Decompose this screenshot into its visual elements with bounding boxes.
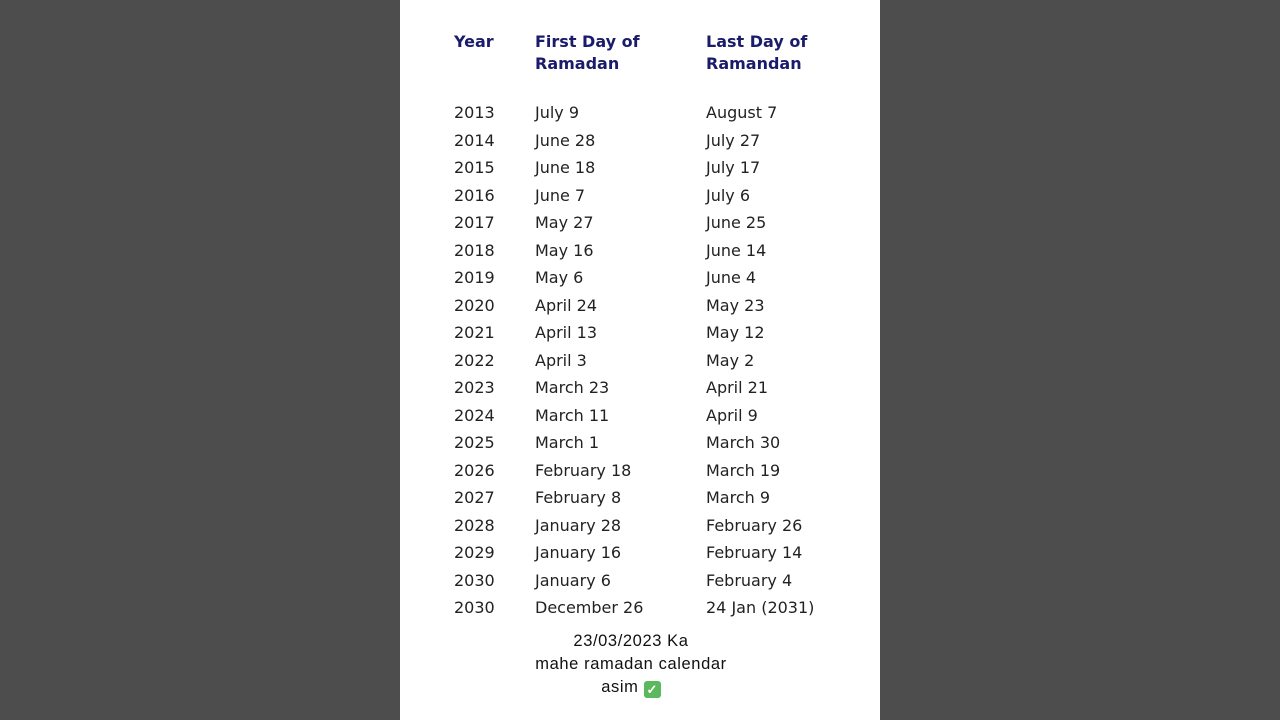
year-cell: 2015 — [454, 158, 495, 177]
year-cell: 2018 — [454, 240, 495, 260]
last-day-cell: 24 Jan (2031) — [706, 598, 815, 617]
last-day-cell: February 26 — [706, 515, 803, 535]
year-cell: 2016 — [454, 185, 495, 205]
year-cell: 2013 — [454, 103, 495, 122]
caption: 23/03/2023 Ka mahe ramadan calendar asim… — [400, 630, 862, 699]
first-day-cell: January 16 — [535, 543, 622, 562]
last-day-cell: June 25 — [706, 213, 767, 232]
year-cell: 2023 — [454, 378, 495, 397]
first-day-cell: May 27 — [535, 213, 594, 232]
last-day-cell: August 7 — [706, 103, 778, 122]
year-cell: 2024 — [454, 405, 495, 425]
caption-line: 23/03/2023 Ka — [573, 632, 689, 650]
first-day-cell: April 3 — [535, 350, 587, 370]
first-day-cell: June 7 — [535, 185, 586, 205]
year-cell: 2026 — [454, 460, 495, 480]
last-day-cell: July 27 — [706, 130, 761, 150]
year-cell: 2028 — [454, 515, 495, 535]
header-year: Year — [454, 32, 494, 51]
first-day-cell: March 1 — [535, 433, 600, 452]
last-day-cell: March 19 — [706, 460, 781, 480]
last-day-cell: April 21 — [706, 378, 769, 397]
year-cell: 2030 — [454, 570, 495, 590]
year-cell: 2020 — [454, 295, 495, 315]
ramadan-table-panel: Year First Day of Ramadan Last Day of Rama… — [400, 0, 880, 720]
first-day-cell: May 16 — [535, 240, 594, 260]
year-cell: 2019 — [454, 268, 495, 287]
last-day-cell: April 9 — [706, 405, 758, 425]
first-day-cell: March 11 — [535, 405, 610, 425]
year-cell: 2022 — [454, 350, 495, 370]
year-cell: 2027 — [454, 488, 495, 507]
first-day-cell: December 26 — [535, 598, 644, 617]
first-day-cell: April 13 — [535, 323, 598, 342]
last-day-cell: May 12 — [706, 323, 765, 342]
first-day-cell: January 6 — [535, 570, 611, 590]
first-day-cell: May 6 — [535, 268, 584, 287]
year-cell: 2029 — [454, 543, 495, 562]
last-day-cell: March 9 — [706, 488, 771, 507]
first-day-cell: February 8 — [535, 488, 622, 507]
last-day-cell: February 4 — [706, 570, 793, 590]
header-last-day: Last Day of Ramandan — [706, 32, 808, 73]
first-day-cell: June 18 — [535, 158, 596, 177]
last-day-cell: June 4 — [706, 268, 757, 287]
year-cell: 2030 — [454, 598, 495, 617]
first-day-cell: July 9 — [535, 103, 580, 122]
first-day-cell: February 18 — [535, 460, 632, 480]
first-day-cell: January 28 — [535, 515, 622, 535]
caption-line: asim ✓ — [400, 676, 862, 699]
year-cell: 2025 — [454, 433, 495, 452]
year-cell: 2021 — [454, 323, 495, 342]
year-cell: 2017 — [454, 213, 495, 232]
check-mark-button-icon: ✓ — [643, 681, 661, 698]
year-cell: 2014 — [454, 130, 495, 150]
caption-line: mahe ramadan calendar — [535, 655, 727, 673]
last-day-cell: May 23 — [706, 295, 765, 315]
first-day-cell: March 23 — [535, 378, 610, 397]
last-day-cell: June 14 — [706, 240, 767, 260]
first-day-cell: June 28 — [535, 130, 596, 150]
last-day-cell: July 6 — [706, 185, 751, 205]
last-day-cell: July 17 — [706, 158, 761, 177]
first-day-cell: April 24 — [535, 295, 598, 315]
last-day-cell: May 2 — [706, 350, 755, 370]
last-day-cell: February 14 — [706, 543, 803, 562]
last-day-cell: March 30 — [706, 433, 781, 452]
header-first-day: First Day of Ramadan — [535, 32, 640, 73]
